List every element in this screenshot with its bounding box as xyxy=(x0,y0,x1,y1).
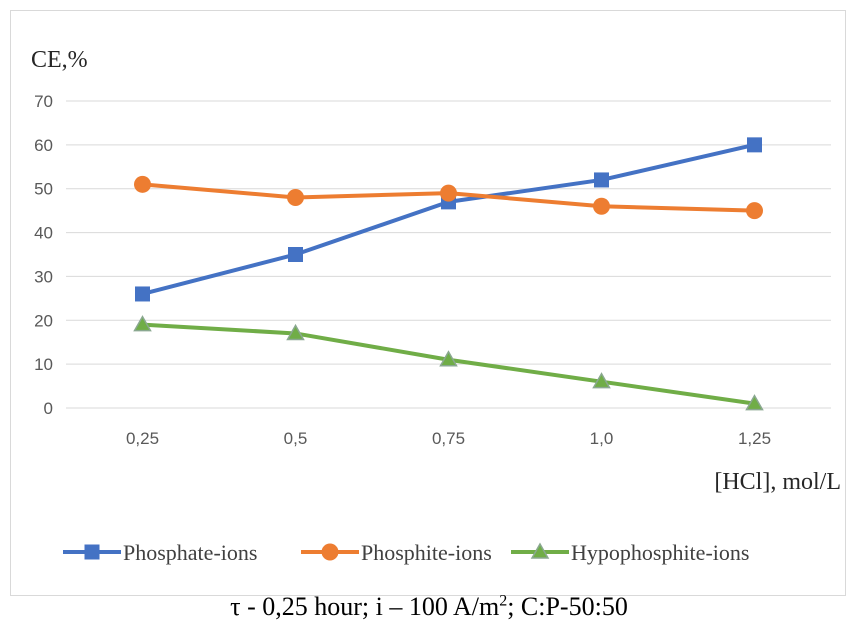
x-axis-title: [HCl], mol/L xyxy=(714,469,841,495)
data-point xyxy=(745,394,764,411)
legend-marker xyxy=(530,542,550,559)
caption-text: τ - 0,25 hour; i – 100 A/m xyxy=(230,592,500,621)
y-axis-title: CE,% xyxy=(31,47,88,73)
legend-item: Hypophosphite-ions xyxy=(511,540,749,565)
data-point xyxy=(287,188,304,206)
data-point xyxy=(286,323,305,341)
y-tick-label: 40 xyxy=(34,224,53,243)
x-tick-label: 1,0 xyxy=(590,429,614,448)
data-point xyxy=(593,197,610,215)
legend-label: Phosphate-ions xyxy=(123,540,257,565)
x-tick-labels: 0,25 0,5 0,75 1,0 1,25 xyxy=(126,429,771,448)
y-tick-label: 0 xyxy=(44,399,53,418)
y-tick-label: 60 xyxy=(34,136,53,155)
y-tick-label: 30 xyxy=(34,267,53,286)
x-tick-label: 0,25 xyxy=(126,429,159,448)
data-point xyxy=(133,315,152,332)
y-tick-label: 10 xyxy=(34,355,53,374)
y-tick-labels: 0 10 20 30 40 50 60 70 xyxy=(34,92,53,418)
series-phosphite-ions xyxy=(134,175,763,220)
x-tick-label: 0,5 xyxy=(284,429,308,448)
series-hypophosphite-ions xyxy=(133,315,764,411)
data-point xyxy=(288,247,303,262)
y-tick-label: 50 xyxy=(34,180,53,199)
data-point xyxy=(135,286,150,302)
data-point xyxy=(594,172,609,188)
caption-text-end: ; C:P-50:50 xyxy=(507,592,628,621)
caption-superscript: 2 xyxy=(499,592,508,610)
y-tick-label: 70 xyxy=(34,92,53,111)
legend-label: Phosphite-ions xyxy=(361,540,492,565)
legend-label: Hypophosphite-ions xyxy=(571,540,749,565)
data-point xyxy=(592,372,611,389)
legend-item: Phosphate-ions xyxy=(63,540,257,565)
data-point xyxy=(747,137,762,153)
data-point xyxy=(746,202,763,220)
legend: Phosphate-ions Phosphite-ions Hypophosphit… xyxy=(63,540,749,565)
chart-frame: CE,% [HCl], mol/L 0 10 20 30 40 50 60 70 0,25 0,… xyxy=(10,10,846,596)
data-point xyxy=(440,184,457,202)
x-tick-label: 0,75 xyxy=(432,429,465,448)
series-layer xyxy=(133,137,764,411)
y-tick-label: 20 xyxy=(34,311,53,330)
series-line xyxy=(140,142,757,296)
legend-marker xyxy=(321,543,339,561)
data-point xyxy=(439,350,458,367)
legend-marker xyxy=(84,544,100,560)
figure-caption: τ - 0,25 hour; i – 100 A/m2; C:P-50:50 xyxy=(0,592,858,622)
data-point xyxy=(134,175,151,193)
x-tick-label: 1,25 xyxy=(738,429,771,448)
legend-item: Phosphite-ions xyxy=(301,540,492,565)
